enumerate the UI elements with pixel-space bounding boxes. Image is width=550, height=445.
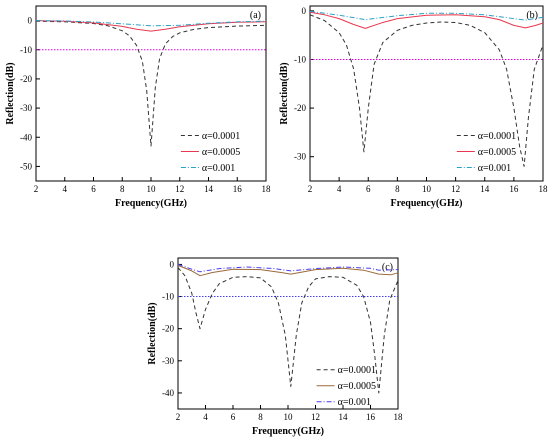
x-axis-label: Frequency(GHz): [115, 198, 187, 209]
x-tick-label: 12: [311, 412, 320, 422]
y-axis-label: Reflection(dB): [147, 302, 158, 364]
y-tick-label: -30: [20, 103, 32, 113]
x-tick-label: 4: [337, 184, 342, 194]
series-line-0: [177, 267, 399, 394]
panel-label: (c): [382, 262, 393, 273]
x-tick-label: 16: [509, 184, 519, 194]
x-axis-label: Frequency(GHz): [252, 426, 324, 437]
legend-entry: α=0.0005: [338, 381, 376, 392]
legend-entry: α=0.001: [338, 397, 371, 408]
x-tick-label: 2: [176, 412, 181, 422]
x-tick-label: 8: [258, 412, 263, 422]
series-line-2: [35, 20, 267, 27]
panel-label: (b): [526, 10, 538, 21]
legend-entry: α=0.0001: [202, 131, 240, 142]
x-tick-label: 8: [395, 184, 400, 194]
y-tick-label: -40: [162, 388, 174, 398]
panel-label: (a): [250, 10, 261, 21]
y-axis-label: Reflection(dB): [5, 62, 16, 124]
y-tick-label: -10: [162, 292, 174, 302]
legend-entry: α=0.001: [202, 163, 235, 174]
legend-entry: α=0.0001: [478, 131, 516, 142]
legend-entry: α=0.0001: [338, 365, 376, 376]
x-tick-label: 18: [262, 184, 272, 194]
x-tick-label: 6: [231, 412, 236, 422]
x-tick-label: 16: [366, 412, 376, 422]
x-tick-label: 14: [204, 184, 214, 194]
x-tick-label: 6: [91, 184, 96, 194]
y-tick-label: -10: [294, 54, 306, 64]
y-tick-label: 0: [170, 259, 175, 269]
x-tick-label: 10: [284, 412, 294, 422]
chart-panel-1: 2 4 6 8 10 12 14 16 18 0 -10 -20 -30 Frequency(GHz) Re…: [279, 5, 549, 209]
y-tick-label: -30: [294, 152, 306, 162]
y-tick-label: -30: [162, 356, 174, 366]
x-axis-label: Frequency(GHz): [390, 198, 462, 209]
series-line-1: [35, 20, 267, 32]
x-tick-label: 12: [451, 184, 460, 194]
series-line-2: [177, 263, 399, 273]
x-tick-label: 10: [147, 184, 157, 194]
x-tick-label: 2: [308, 184, 313, 194]
x-tick-label: 18: [539, 184, 549, 194]
legend-entry: α=0.0005: [478, 147, 516, 158]
y-tick-label: -50: [20, 161, 32, 171]
x-tick-label: 14: [339, 412, 349, 422]
y-tick-label: -20: [20, 74, 32, 84]
series-line-1: [177, 264, 399, 277]
y-tick-label: 0: [302, 6, 307, 16]
legend-entry: α=0.001: [478, 163, 511, 174]
x-tick-label: 12: [175, 184, 184, 194]
x-tick-label: 2: [34, 184, 39, 194]
y-tick-label: -20: [294, 103, 306, 113]
x-tick-label: 10: [422, 184, 432, 194]
chart-panel-2: 2 4 6 8 10 12 14 16 18 0 -10 -20 -30 -40 Frequency(GHz…: [147, 257, 404, 437]
y-tick-label: -10: [20, 45, 32, 55]
legend-entry: α=0.0005: [202, 147, 240, 158]
y-axis-label: Reflection(dB): [279, 62, 290, 124]
x-tick-label: 8: [120, 184, 125, 194]
y-tick-label: 0: [28, 16, 33, 26]
y-tick-label: -20: [162, 324, 174, 334]
series-line-2: [309, 10, 544, 21]
y-tick-label: -40: [20, 132, 32, 142]
x-tick-label: 18: [394, 412, 404, 422]
x-tick-label: 6: [366, 184, 371, 194]
x-tick-label: 4: [63, 184, 68, 194]
x-tick-label: 16: [233, 184, 243, 194]
series-line-0: [35, 20, 267, 147]
chart-panel-0: 2 4 6 8 10 12 14 16 18 0 -10 -20 -30 -40 -50 Frequency(…: [5, 5, 272, 209]
series-line-1: [309, 11, 544, 29]
series-line-0: [309, 14, 544, 167]
x-tick-label: 4: [203, 412, 208, 422]
x-tick-label: 14: [480, 184, 490, 194]
